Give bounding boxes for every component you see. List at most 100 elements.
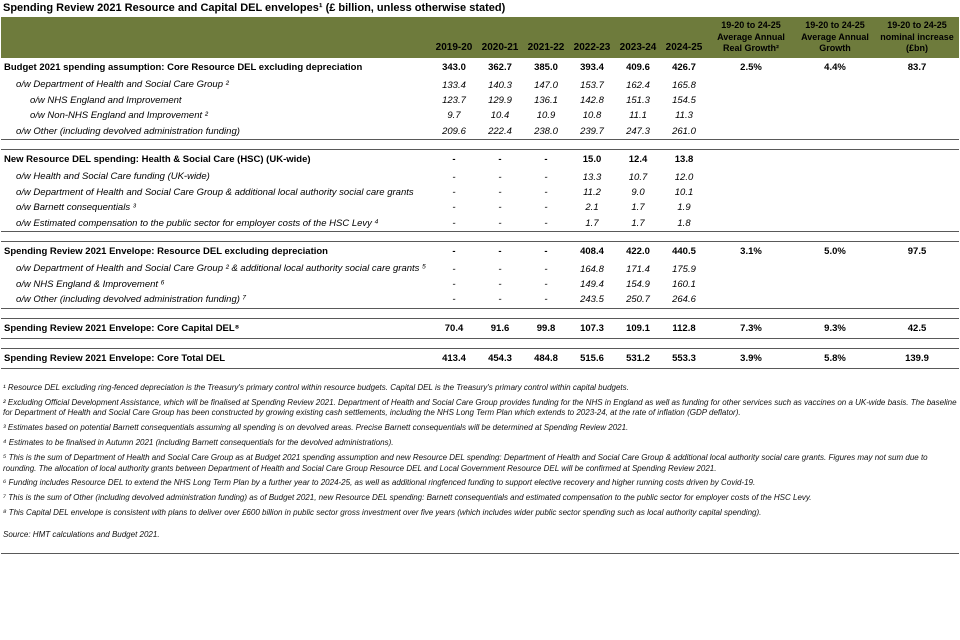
cell (707, 292, 795, 308)
table-row: Spending Review 2021 Envelope: Resource … (1, 241, 959, 261)
cell: - (498, 263, 502, 275)
cell: 264.6 (672, 294, 696, 306)
cell: 142.8 (580, 95, 604, 107)
table-row: o/w NHS England & Improvement ⁶ - - - 149.4 1… (1, 277, 959, 292)
cell: - (544, 263, 548, 275)
cell: 2.1 (585, 202, 599, 214)
header-year-2024-25: 2024-25 (661, 17, 707, 59)
cell: 165.8 (672, 79, 696, 91)
cell: - (452, 171, 456, 183)
cell: - (498, 202, 502, 214)
cell: 5.0% (824, 246, 846, 258)
footnotes: ¹ Resource DEL excluding ring-fenced dep… (1, 371, 959, 519)
cell: 153.7 (580, 79, 604, 91)
table-row: o/w Health and Social Care funding (UK-w… (1, 169, 959, 184)
cell (795, 169, 875, 184)
cell: 109.1 (626, 322, 650, 334)
cell (707, 124, 795, 140)
cell: - (452, 154, 456, 166)
table-head: 2019-20 2020-21 2021-22 2022-23 2023-24 2024-… (1, 17, 959, 59)
section-separator (1, 337, 959, 349)
separator-rule (1, 307, 959, 319)
cell (875, 77, 959, 92)
cell: 1.7 (585, 217, 599, 229)
page-title: Spending Review 2021 Resource and Capita… (3, 2, 506, 14)
cell (875, 124, 959, 140)
header-year-2023-24: 2023-24 (615, 17, 661, 59)
cell: 13.8 (674, 154, 694, 166)
cell: 10.4 (490, 110, 510, 122)
cell: 149.4 (580, 278, 604, 290)
cell: 440.5 (672, 246, 696, 258)
cell: 3.1% (740, 246, 762, 258)
row-label: Spending Review 2021 Envelope: Resource … (4, 245, 328, 257)
cell (875, 150, 959, 170)
cell: 393.4 (580, 62, 604, 74)
header-label-col (1, 17, 431, 59)
cell: 5.8% (824, 353, 846, 365)
footnote-7: ⁷ This is the sum of Other (including de… (3, 493, 812, 503)
table-row: New Resource DEL spending: Health & Soci… (1, 150, 959, 170)
row-label: o/w NHS England and Improvement (30, 94, 182, 106)
cell: - (452, 202, 456, 214)
section-separator (1, 139, 959, 151)
cell (875, 93, 959, 108)
del-envelopes-table: 2019-20 2020-21 2021-22 2022-23 2023-24 2024-… (1, 17, 959, 371)
cell (875, 292, 959, 308)
cell: 140.3 (488, 79, 512, 91)
row-label: Budget 2021 spending assumption: Core Re… (4, 62, 363, 74)
cell: - (452, 278, 456, 290)
cell: - (544, 278, 548, 290)
table-end-rule (1, 368, 959, 371)
table-row: o/w Non-NHS England and Improvement ² 9.7… (1, 108, 959, 123)
cell: 147.0 (534, 79, 558, 91)
cell: 10.8 (582, 110, 602, 122)
table-row: o/w Department of Health and Social Care… (1, 261, 959, 276)
cell: 261.0 (672, 125, 696, 137)
cell (875, 277, 959, 292)
cell (875, 169, 959, 184)
cell: - (544, 217, 548, 229)
cell: - (498, 154, 502, 166)
cell: 553.3 (672, 353, 696, 365)
cell: - (498, 186, 502, 198)
cell: 422.0 (626, 246, 650, 258)
row-label: o/w Department of Health and Social Care… (16, 79, 229, 91)
table-row: o/w Department of Health and Social Care… (1, 77, 959, 92)
footnote-6: ⁶ Funding includes Resource DEL to exten… (3, 478, 756, 488)
cell (707, 216, 795, 232)
cell: - (544, 186, 548, 198)
cell: 107.3 (580, 322, 604, 334)
cell (795, 77, 875, 92)
cell: 70.4 (444, 322, 464, 334)
table-end-rule-cell (1, 368, 959, 371)
document-page: Spending Review 2021 Resource and Capita… (1, 0, 959, 554)
cell: - (452, 263, 456, 275)
header-year-2021-22: 2021-22 (523, 17, 569, 59)
cell: 175.9 (672, 263, 696, 275)
cell: 11.2 (583, 186, 601, 198)
header-row: 2019-20 2020-21 2021-22 2022-23 2023-24 2024-… (1, 17, 959, 59)
cell: 3.9% (740, 353, 762, 365)
row-label: o/w Estimated compensation to the public… (16, 217, 379, 229)
table-row: o/w Other (including devolved administra… (1, 292, 959, 308)
cell: 1.7 (631, 202, 645, 214)
row-label: o/w Non-NHS England and Improvement ² (30, 110, 208, 122)
cell (707, 200, 795, 215)
cell (795, 93, 875, 108)
cell (875, 261, 959, 276)
cell: 1.9 (677, 202, 691, 214)
cell: - (452, 294, 456, 306)
cell: 129.9 (488, 95, 512, 107)
cell: 9.7 (447, 110, 461, 122)
cell: 171.4 (626, 263, 650, 275)
cell: 91.6 (490, 322, 510, 334)
separator-rule (1, 337, 959, 349)
row-label: Spending Review 2021 Envelope: Core Tota… (4, 352, 226, 364)
cell: 408.4 (580, 246, 604, 258)
cell: 209.6 (442, 125, 466, 137)
cell: - (544, 294, 548, 306)
section-separator (1, 307, 959, 319)
cell: 99.8 (536, 322, 556, 334)
cell (707, 150, 795, 170)
